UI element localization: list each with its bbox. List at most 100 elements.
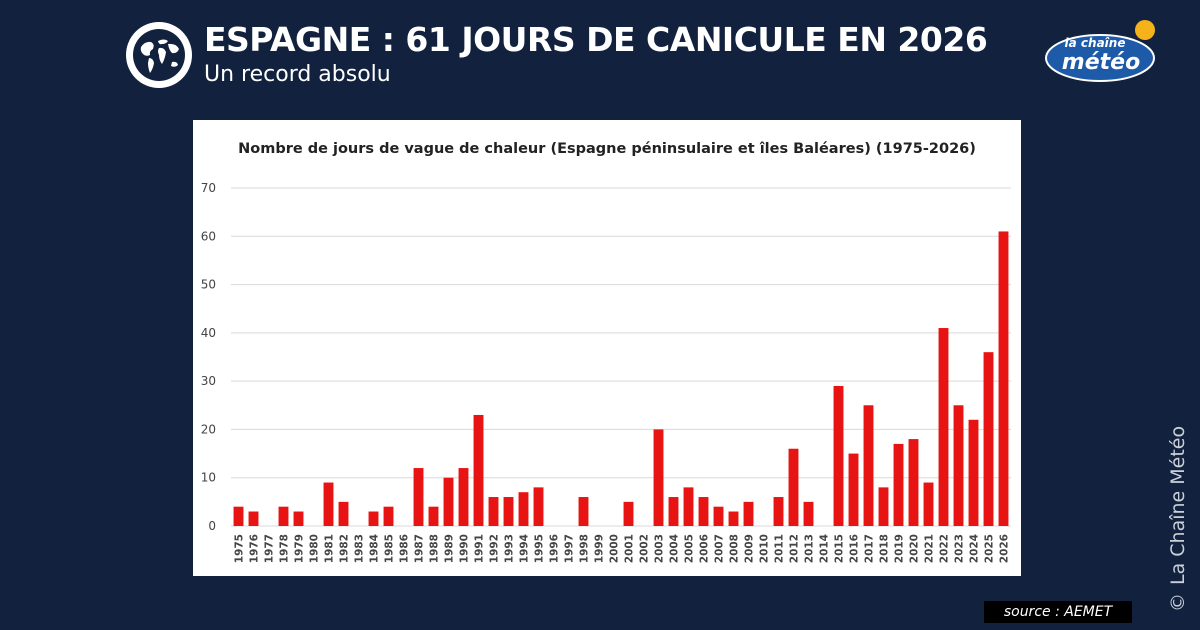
- x-tick-label: 2010: [759, 534, 771, 563]
- bar-2011: [773, 497, 784, 526]
- x-tick-label: 2001: [624, 534, 636, 563]
- bar-2022: [938, 328, 949, 526]
- bar-2019: [893, 443, 904, 526]
- bar-2024: [968, 419, 979, 526]
- x-tick-label: 2009: [744, 534, 756, 563]
- x-tick-label: 2021: [924, 534, 936, 563]
- x-tick-label: 2011: [774, 534, 786, 563]
- y-tick-label: 50: [201, 278, 216, 292]
- y-tick-label: 40: [201, 326, 216, 340]
- x-tick-label: 1989: [444, 534, 456, 563]
- bar-2018: [878, 487, 889, 526]
- source-label: source : AEMET: [984, 601, 1132, 623]
- bar-2026: [998, 231, 1009, 526]
- bar-1982: [338, 501, 349, 526]
- x-tick-label: 1998: [579, 534, 591, 563]
- x-tick-label: 1990: [459, 534, 471, 563]
- bar-1976: [248, 511, 259, 526]
- x-tick-label: 1981: [324, 534, 336, 563]
- x-tick-label: 2000: [609, 534, 621, 563]
- bar-2015: [833, 385, 844, 526]
- y-tick-label: 30: [201, 374, 216, 388]
- x-tick-label: 1999: [594, 534, 606, 563]
- y-tick-label: 20: [201, 422, 216, 436]
- x-tick-label: 2008: [729, 534, 741, 563]
- bar-1979: [293, 511, 304, 526]
- x-tick-label: 1995: [534, 534, 546, 563]
- headline-subtitle: Un record absolu: [204, 62, 391, 87]
- x-tick-label: 1991: [474, 534, 486, 563]
- bar-1989: [443, 477, 454, 526]
- heatwave-days-chart: Nombre de jours de vague de chaleur (Esp…: [201, 141, 1011, 563]
- copyright-symbol: ©: [1167, 593, 1189, 612]
- bar-2009: [743, 501, 754, 526]
- x-tick-label: 2022: [939, 534, 951, 563]
- x-tick-label: 1992: [489, 534, 501, 563]
- copyright-notice: © La Chaîne Météo: [1167, 426, 1189, 612]
- bar-1998: [578, 497, 589, 526]
- bar-2004: [668, 497, 679, 526]
- x-tick-label: 2018: [879, 534, 891, 563]
- y-tick-label: 10: [201, 471, 216, 485]
- bar-2021: [923, 482, 934, 526]
- x-tick-label: 2006: [699, 534, 711, 563]
- x-tick-label: 2002: [639, 534, 651, 563]
- x-tick-label: 1987: [414, 534, 426, 563]
- bar-2003: [653, 429, 664, 526]
- logo-line1: la chaîne: [1065, 36, 1126, 50]
- x-tick-label: 2003: [654, 534, 666, 563]
- x-tick-label: 2005: [684, 534, 696, 563]
- bar-1984: [368, 511, 379, 526]
- x-tick-label: 1975: [234, 534, 246, 563]
- bar-1991: [473, 414, 484, 526]
- bar-2017: [863, 405, 874, 526]
- y-tick-label: 0: [208, 519, 216, 533]
- x-tick-label: 2014: [819, 534, 831, 563]
- chart-panel: Nombre de jours de vague de chaleur (Esp…: [193, 120, 1021, 576]
- x-tick-label: 1978: [279, 534, 291, 563]
- x-tick-label: 1979: [294, 534, 306, 563]
- x-tick-label: 2023: [954, 534, 966, 563]
- bar-2020: [908, 439, 919, 526]
- bar-2001: [623, 501, 634, 526]
- x-tick-label: 1983: [354, 534, 366, 563]
- bar-1994: [518, 492, 529, 526]
- headline-title: ESPAGNE : 61 JOURS DE CANICULE EN 2026: [204, 20, 988, 59]
- x-tick-label: 2004: [669, 534, 681, 563]
- x-tick-label: 2024: [969, 534, 981, 563]
- bar-1992: [488, 497, 499, 526]
- bar-2016: [848, 453, 859, 526]
- bar-1993: [503, 497, 514, 526]
- bar-1975: [233, 506, 244, 526]
- x-tick-label: 2012: [789, 534, 801, 563]
- sun-icon: [1135, 20, 1155, 40]
- bar-2008: [728, 511, 739, 526]
- y-tick-label: 70: [201, 181, 216, 195]
- bar-1988: [428, 506, 439, 526]
- x-tick-label: 1980: [309, 534, 321, 563]
- bar-1985: [383, 506, 394, 526]
- x-tick-label: 2017: [864, 534, 876, 563]
- x-tick-label: 2025: [984, 534, 996, 563]
- x-tick-label: 1997: [564, 534, 576, 563]
- x-tick-label: 1985: [384, 534, 396, 563]
- x-tick-label: 2013: [804, 534, 816, 563]
- x-tick-label: 2019: [894, 534, 906, 563]
- bar-1995: [533, 487, 544, 526]
- bar-1990: [458, 468, 469, 526]
- x-tick-label: 2016: [849, 534, 861, 563]
- x-tick-label: 2020: [909, 534, 921, 563]
- globe-icon: [126, 22, 192, 88]
- chart-title: Nombre de jours de vague de chaleur (Esp…: [238, 141, 976, 157]
- x-tick-label: 1986: [399, 534, 411, 563]
- x-tick-label: 1988: [429, 534, 441, 563]
- y-tick-label: 60: [201, 229, 216, 243]
- x-tick-label: 1994: [519, 534, 531, 563]
- x-tick-label: 1984: [369, 534, 381, 563]
- x-tick-label: 2015: [834, 534, 846, 563]
- bar-2025: [983, 352, 994, 526]
- x-tick-label: 1996: [549, 534, 561, 563]
- x-tick-label: 1976: [249, 534, 261, 563]
- bar-1981: [323, 482, 334, 526]
- x-tick-label: 2007: [714, 534, 726, 563]
